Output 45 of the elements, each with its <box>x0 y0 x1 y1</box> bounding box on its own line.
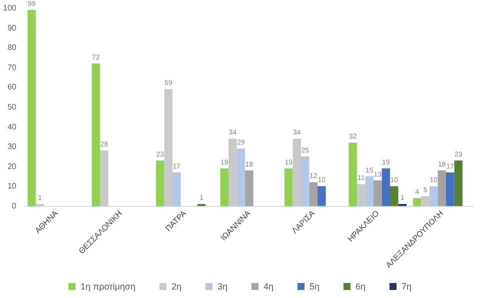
y-tick-label: 0 <box>12 202 17 210</box>
bar <box>228 138 237 206</box>
bar <box>412 198 422 206</box>
bar <box>374 180 382 206</box>
legend-label: 5η <box>310 282 320 292</box>
bar <box>236 148 246 206</box>
y-tick-label: 80 <box>7 43 17 52</box>
bar <box>164 89 173 206</box>
y-tick-label: 10 <box>7 182 17 191</box>
y-tick-label: 20 <box>7 162 17 171</box>
bar <box>284 168 293 206</box>
bar <box>292 138 302 206</box>
bar <box>92 63 100 206</box>
y-tick-label: 40 <box>7 122 17 132</box>
y-tick-label: 90 <box>7 23 17 32</box>
bar <box>421 196 430 206</box>
bar <box>309 182 318 206</box>
legend-label: 3η <box>217 282 228 292</box>
bar <box>357 184 366 206</box>
legend-label: 4η <box>264 282 274 292</box>
bar <box>429 186 438 206</box>
y-tick-label: 100 <box>2 4 17 12</box>
legend-label: 6η <box>356 282 366 292</box>
bar <box>382 168 390 206</box>
legend-label: 1η προτίμηση <box>80 282 136 292</box>
bar <box>100 150 108 206</box>
bar <box>220 168 229 206</box>
y-tick-label: 70 <box>7 62 17 72</box>
y-tick-label: 50 <box>7 102 17 112</box>
bar <box>390 186 398 206</box>
legend-label: 7η <box>402 282 412 292</box>
bar <box>172 172 181 206</box>
bar <box>318 186 326 206</box>
legend-label: 2η <box>171 282 182 292</box>
bar <box>365 176 374 206</box>
bar <box>28 10 36 206</box>
y-tick-label: 30 <box>7 142 17 152</box>
bar <box>454 160 463 206</box>
bar <box>245 170 254 206</box>
bar <box>348 142 357 206</box>
bar <box>446 172 454 206</box>
y-tick-label: 60 <box>7 82 17 92</box>
bar <box>156 160 164 206</box>
bar <box>301 156 310 206</box>
bar <box>438 170 446 206</box>
